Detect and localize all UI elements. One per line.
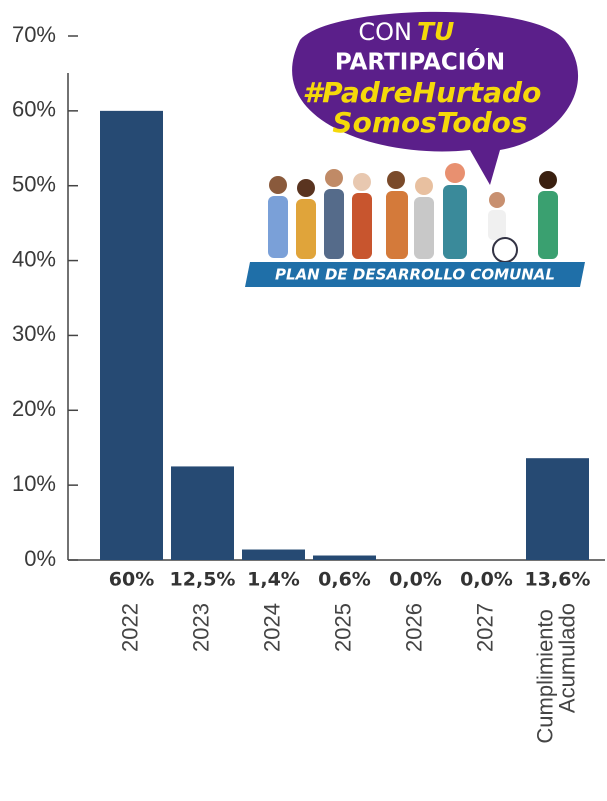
bar — [313, 555, 376, 560]
value-label: 13,6% — [525, 569, 591, 591]
value-label: 60% — [109, 569, 154, 591]
value-label: 12,5% — [170, 569, 236, 591]
x-tick-label: 2024 — [259, 603, 284, 652]
people-illustration — [268, 163, 558, 263]
speech-bubble — [292, 11, 579, 186]
y-tick-label: 60% — [12, 97, 56, 122]
x-tick-label: Cumplimiento Acumulado — [532, 603, 579, 744]
x-tick-label: 2025 — [330, 603, 355, 652]
banner-text: PARTIPACIÓN — [335, 48, 505, 76]
y-tick-label: 10% — [12, 471, 56, 496]
banner: CON TU PARTIPACIÓN #PadreHurtado SomosTo… — [245, 11, 585, 287]
y-tick-label: 20% — [12, 396, 56, 421]
banner-text: PLAN DE DESARROLLO COMUNAL — [275, 266, 555, 284]
value-label: 0,0% — [389, 569, 442, 591]
banner-text: SomosTodos — [332, 106, 527, 139]
x-tick-label: 2027 — [472, 603, 497, 652]
bar — [242, 549, 305, 560]
x-tick-label: 2022 — [117, 603, 142, 652]
banner-text: TU — [417, 17, 454, 46]
y-tick-label: 30% — [12, 321, 56, 346]
value-label: 1,4% — [247, 569, 300, 591]
banner-text: CON — [358, 18, 412, 46]
bar — [171, 466, 234, 560]
x-tick-label: 2026 — [401, 603, 426, 652]
y-tick-label: 50% — [12, 172, 56, 197]
bar — [100, 110, 163, 560]
x-tick-label: 2023 — [188, 603, 213, 652]
ribbon — [245, 262, 585, 287]
value-label: 0,0% — [460, 569, 513, 591]
y-tick-label: 40% — [12, 246, 56, 271]
y-tick-label: 0% — [24, 546, 56, 571]
banner-text: #PadreHurtado — [303, 76, 542, 109]
y-tick-label: 70% — [12, 22, 56, 47]
bar — [526, 458, 589, 560]
value-label: 0,6% — [318, 569, 371, 591]
